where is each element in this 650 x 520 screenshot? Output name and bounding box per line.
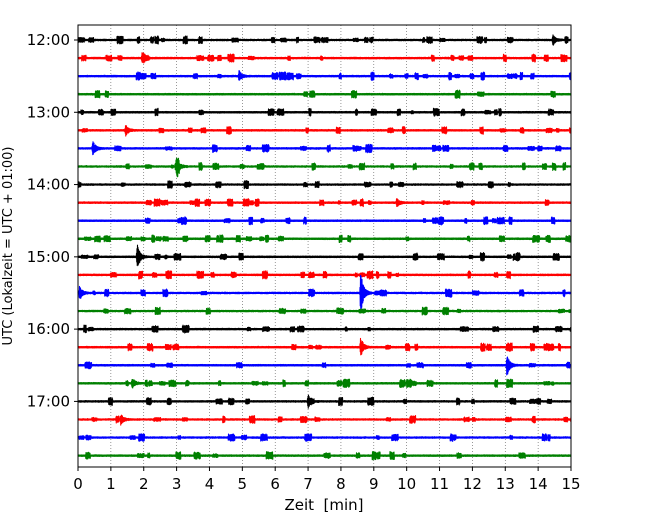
x-tick-label: 8	[336, 475, 346, 493]
x-tick-label: 13	[496, 475, 515, 493]
y-tick-label: 13:00	[27, 103, 70, 121]
plot-frame	[77, 24, 572, 468]
y-tick-label: 15:00	[27, 248, 70, 266]
x-tick-label: 7	[303, 475, 313, 493]
x-tick-label: 12	[463, 475, 482, 493]
x-tick-label: 1	[106, 475, 116, 493]
seismic-trace	[77, 244, 572, 267]
x-axis: 0 1 2 3 4 5 6 7 8 9 10 11 12 13 14 15	[73, 467, 581, 493]
x-tick-label: 9	[369, 475, 379, 493]
x-tick-label: 6	[270, 475, 280, 493]
seismic-trace	[77, 157, 572, 178]
y-tick-label: 16:00	[27, 320, 70, 338]
x-tick-label: 14	[529, 475, 548, 493]
x-tick-label: 15	[561, 475, 580, 493]
y-tick-label: 14:00	[27, 176, 70, 194]
x-tick-label: 5	[238, 475, 248, 493]
x-tick-label: 3	[172, 475, 182, 493]
x-tick-label: 10	[397, 475, 416, 493]
y-tick-label: 12:00	[27, 31, 70, 49]
x-tick-label: 0	[73, 475, 83, 493]
x-axis-label: Zeit [min]	[284, 496, 363, 514]
trace-group	[77, 34, 572, 461]
y-axis-label: UTC (Lokalzeit = UTC + 01:00)	[1, 147, 16, 346]
x-tick-label: 4	[205, 475, 215, 493]
y-axis: 12:00 13:00 14:00 15:00 16:00 17:00	[27, 31, 78, 410]
y-tick-label: 17:00	[27, 392, 70, 410]
x-tick-label: 2	[139, 475, 149, 493]
x-tick-label: 11	[430, 475, 449, 493]
